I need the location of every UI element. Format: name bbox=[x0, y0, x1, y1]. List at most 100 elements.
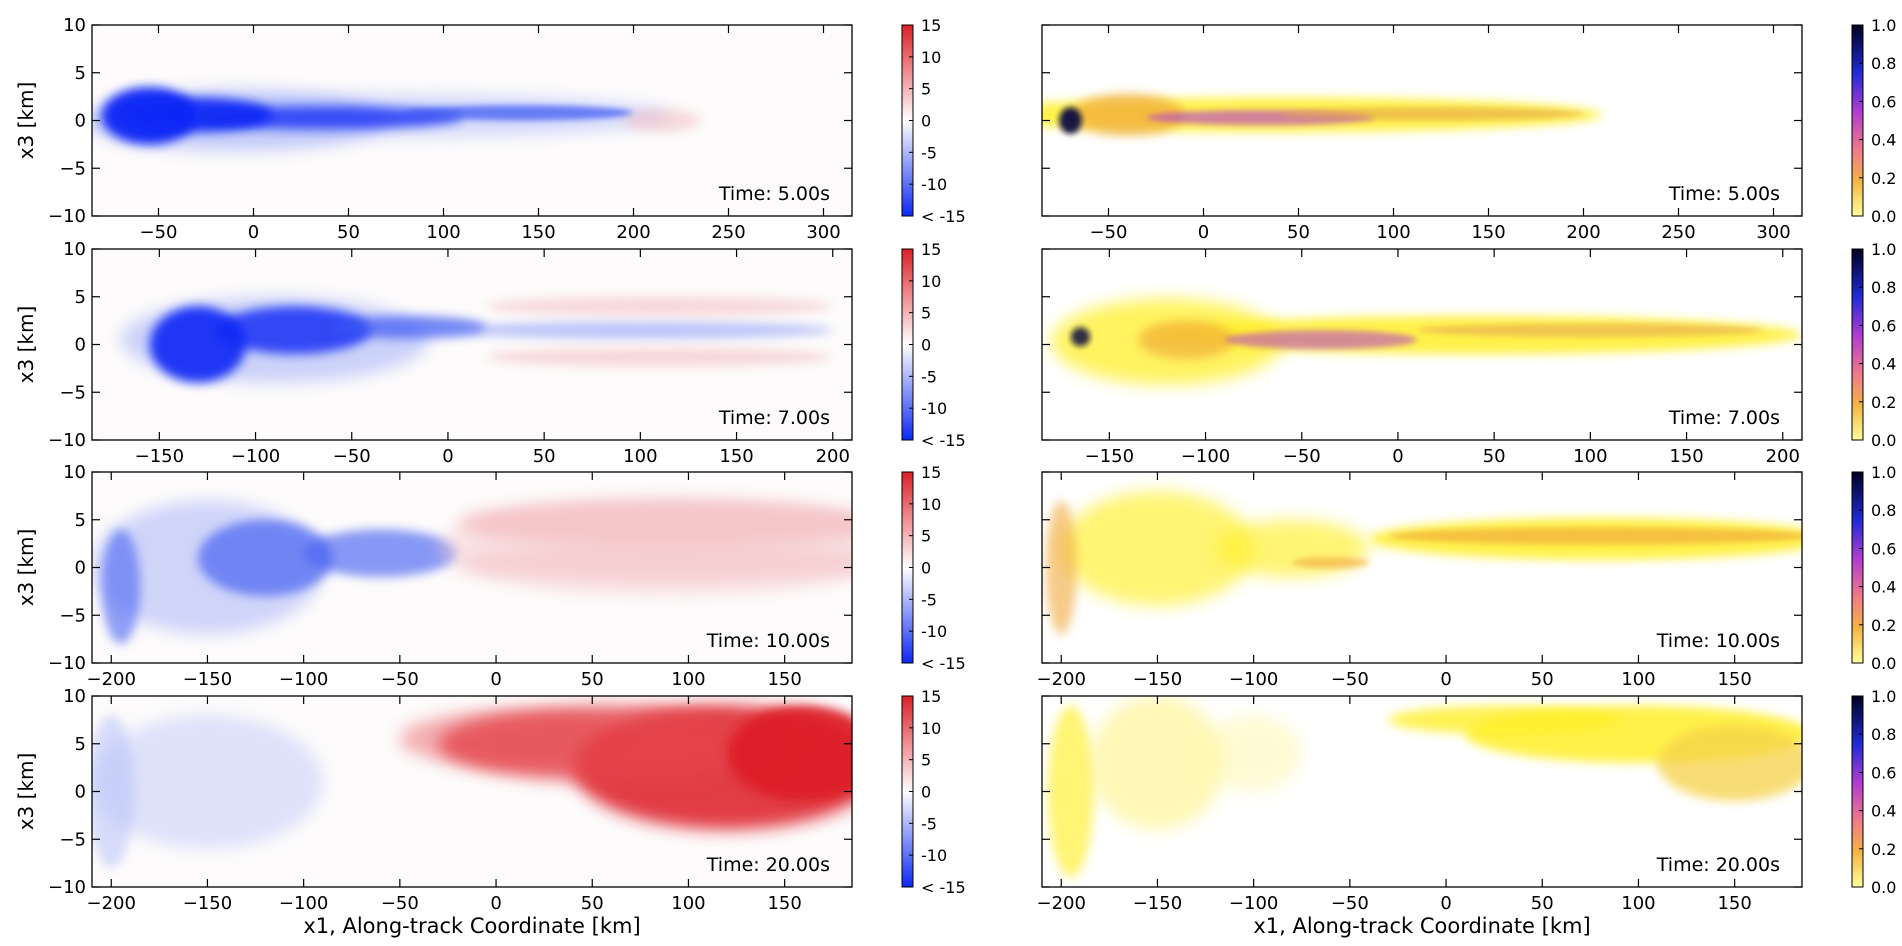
panel-right-1: −150 −100 −50 0 50 100 150 200 Time: 7.00s 1.0 0.8… bbox=[1041, 240, 1896, 467]
time-annotation: Time: 5.00s bbox=[1668, 183, 1780, 205]
y-tick-label: 10 bbox=[63, 15, 86, 36]
plume-blob bbox=[405, 105, 634, 121]
plume-blob bbox=[197, 519, 333, 597]
x-tick-label: −100 bbox=[1181, 446, 1230, 467]
plume-blob bbox=[196, 106, 463, 130]
colorbar-tick-label: 0.4 bbox=[1871, 578, 1896, 597]
colorbar-tick-label: 0.8 bbox=[1871, 54, 1896, 73]
y-tick-label: −5 bbox=[59, 382, 86, 403]
y-tick-label: −5 bbox=[59, 605, 86, 626]
x-tick-label: 100 bbox=[671, 669, 705, 690]
x-tick-label: −100 bbox=[1229, 893, 1278, 914]
plume-blob bbox=[1070, 93, 1185, 136]
plume-blob bbox=[438, 705, 785, 782]
time-annotation: Time: 20.00s bbox=[1656, 854, 1780, 876]
x-tick-label: 50 bbox=[1483, 446, 1506, 467]
x-tick-label: 0 bbox=[1440, 893, 1451, 914]
x-tick-label: 150 bbox=[767, 669, 801, 690]
colorbar-tick-label: -10 bbox=[921, 846, 947, 865]
y-tick-label: 0 bbox=[75, 782, 86, 803]
x-tick-label: 50 bbox=[1531, 669, 1554, 690]
colorbar-tick-label: 10 bbox=[921, 495, 941, 514]
x-tick-label: 200 bbox=[1766, 446, 1800, 467]
colorbar-tick-label: 10 bbox=[921, 719, 941, 738]
colorbar-tick-label: 15 bbox=[921, 463, 941, 482]
plume-blob bbox=[1417, 323, 1764, 337]
x-tick-label: 200 bbox=[616, 222, 650, 243]
y-tick-label: 5 bbox=[75, 63, 86, 84]
colorbar-tick-label: 1.0 bbox=[1871, 240, 1896, 259]
x-tick-label: −50 bbox=[381, 669, 419, 690]
x-tick-label: −50 bbox=[1331, 669, 1369, 690]
colorbar-tick-label: 0.6 bbox=[1871, 316, 1896, 335]
y-tick-label: 10 bbox=[63, 686, 86, 707]
plume-blob bbox=[1047, 705, 1094, 878]
colorbar-tick-label: < -15 bbox=[921, 431, 966, 450]
y-tick-label: 5 bbox=[75, 510, 86, 531]
field-layer bbox=[92, 500, 852, 644]
x-tick-label: −100 bbox=[1229, 669, 1278, 690]
x-tick-label: −50 bbox=[140, 222, 178, 243]
time-annotation: Time: 7.00s bbox=[1668, 407, 1780, 429]
colorbar-tick-label: 1.0 bbox=[1871, 16, 1896, 35]
colorbar-tick-label: 10 bbox=[921, 272, 941, 291]
x-tick-label: 50 bbox=[581, 893, 604, 914]
field-layer bbox=[92, 705, 852, 868]
x-tick-label: −150 bbox=[135, 446, 184, 467]
x-axis-label: x1, Along-track Coordinate [km] bbox=[303, 914, 640, 938]
y-tick-label: 10 bbox=[63, 462, 86, 483]
plume-blob bbox=[624, 109, 700, 132]
x-tick-label: −200 bbox=[1037, 893, 1086, 914]
colorbar-tick-label: < -15 bbox=[921, 878, 966, 897]
plume-blob bbox=[1059, 107, 1082, 134]
plume-blob bbox=[486, 347, 833, 367]
plume-blob bbox=[217, 306, 371, 355]
x-tick-label: 0 bbox=[248, 222, 259, 243]
x-tick-label: −150 bbox=[1085, 446, 1134, 467]
field-layer bbox=[1047, 696, 1802, 878]
colorbar-tick-label: 5 bbox=[921, 527, 931, 546]
colorbar-tick-label: 0.8 bbox=[1871, 501, 1896, 520]
x-tick-label: 150 bbox=[1717, 669, 1751, 690]
field-layer bbox=[1042, 93, 1603, 136]
colorbar-tick-label: 0.4 bbox=[1871, 131, 1896, 150]
x-tick-label: 50 bbox=[533, 446, 556, 467]
x-tick-label: 150 bbox=[1471, 222, 1505, 243]
colorbar-tick-label: 0 bbox=[921, 559, 931, 578]
x-tick-label: −50 bbox=[333, 446, 371, 467]
colorbar-tick-label: < -15 bbox=[921, 207, 966, 226]
y-tick-label: 10 bbox=[63, 239, 86, 260]
colorbar bbox=[1851, 695, 1864, 888]
plume-blob bbox=[1388, 705, 1620, 735]
y-tick-label: −5 bbox=[59, 158, 86, 179]
colorbar-tick-label: 0.6 bbox=[1871, 92, 1896, 111]
colorbar-tick-label: -5 bbox=[921, 590, 937, 609]
colorbar-tick-label: 5 bbox=[921, 751, 931, 770]
plume-blob bbox=[1279, 107, 1584, 121]
colorbar-tick-label: 5 bbox=[921, 304, 931, 323]
y-axis-label: x3 [km] bbox=[14, 306, 38, 384]
plume-blob bbox=[447, 321, 833, 339]
plume-blob bbox=[332, 315, 487, 339]
y-tick-label: −10 bbox=[48, 430, 86, 451]
x-tick-label: 200 bbox=[816, 446, 850, 467]
x-tick-label: 0 bbox=[1440, 669, 1451, 690]
colorbar-tick-label: 0 bbox=[921, 336, 931, 355]
x-tick-label: 0 bbox=[442, 446, 453, 467]
colorbar-tick-label: 0.8 bbox=[1871, 725, 1896, 744]
x-tick-label: 100 bbox=[623, 446, 657, 467]
colorbar-tick-label: 0.0 bbox=[1871, 654, 1896, 673]
x-tick-label: −200 bbox=[87, 669, 136, 690]
x-tick-label: 100 bbox=[1621, 893, 1655, 914]
x-tick-label: −50 bbox=[1283, 446, 1321, 467]
y-tick-label: 5 bbox=[75, 287, 86, 308]
colorbar-tick-label: 0.6 bbox=[1871, 763, 1896, 782]
plume-blob bbox=[438, 500, 852, 597]
colorbar-tick-label: 1.0 bbox=[1871, 687, 1896, 706]
colorbar-tick-label: 1.0 bbox=[1871, 463, 1896, 482]
x-tick-label: 300 bbox=[1756, 222, 1790, 243]
colorbar-tick-label: -10 bbox=[921, 622, 947, 641]
colorbar-tick-label: 0 bbox=[921, 112, 931, 131]
y-tick-label: 0 bbox=[75, 558, 86, 579]
